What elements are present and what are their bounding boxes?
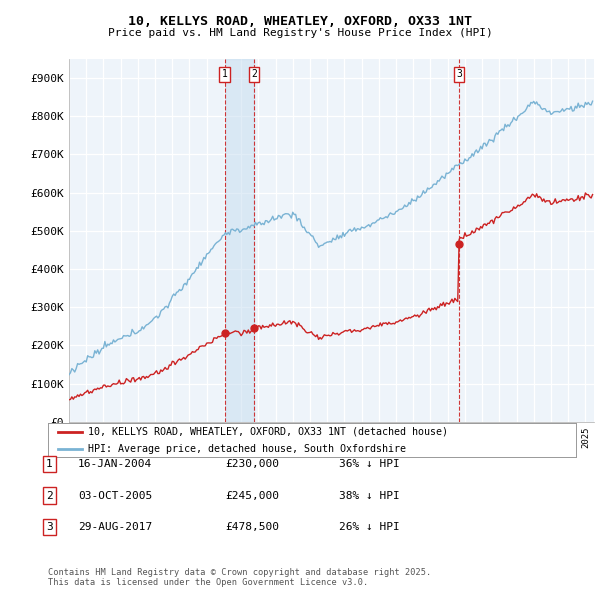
Text: £245,000: £245,000: [225, 491, 279, 500]
Text: 1: 1: [46, 460, 53, 469]
Text: 1: 1: [221, 69, 227, 79]
Text: 10, KELLYS ROAD, WHEATLEY, OXFORD, OX33 1NT: 10, KELLYS ROAD, WHEATLEY, OXFORD, OX33 …: [128, 15, 472, 28]
Text: 38% ↓ HPI: 38% ↓ HPI: [339, 491, 400, 500]
Bar: [224, 59, 254, 422]
Text: Contains HM Land Registry data © Crown copyright and database right 2025.
This d: Contains HM Land Registry data © Crown c…: [48, 568, 431, 587]
Text: 16-JAN-2004: 16-JAN-2004: [78, 460, 152, 469]
Text: 3: 3: [456, 69, 462, 79]
Text: Price paid vs. HM Land Registry's House Price Index (HPI): Price paid vs. HM Land Registry's House …: [107, 28, 493, 38]
Text: 03-OCT-2005: 03-OCT-2005: [78, 491, 152, 500]
Text: 2: 2: [46, 491, 53, 500]
Text: 29-AUG-2017: 29-AUG-2017: [78, 522, 152, 532]
Text: HPI: Average price, detached house, South Oxfordshire: HPI: Average price, detached house, Sout…: [88, 444, 406, 454]
Text: 26% ↓ HPI: 26% ↓ HPI: [339, 522, 400, 532]
Text: £230,000: £230,000: [225, 460, 279, 469]
Text: 10, KELLYS ROAD, WHEATLEY, OXFORD, OX33 1NT (detached house): 10, KELLYS ROAD, WHEATLEY, OXFORD, OX33 …: [88, 427, 448, 437]
Text: 3: 3: [46, 522, 53, 532]
Text: 36% ↓ HPI: 36% ↓ HPI: [339, 460, 400, 469]
Text: £478,500: £478,500: [225, 522, 279, 532]
Text: 2: 2: [251, 69, 257, 79]
